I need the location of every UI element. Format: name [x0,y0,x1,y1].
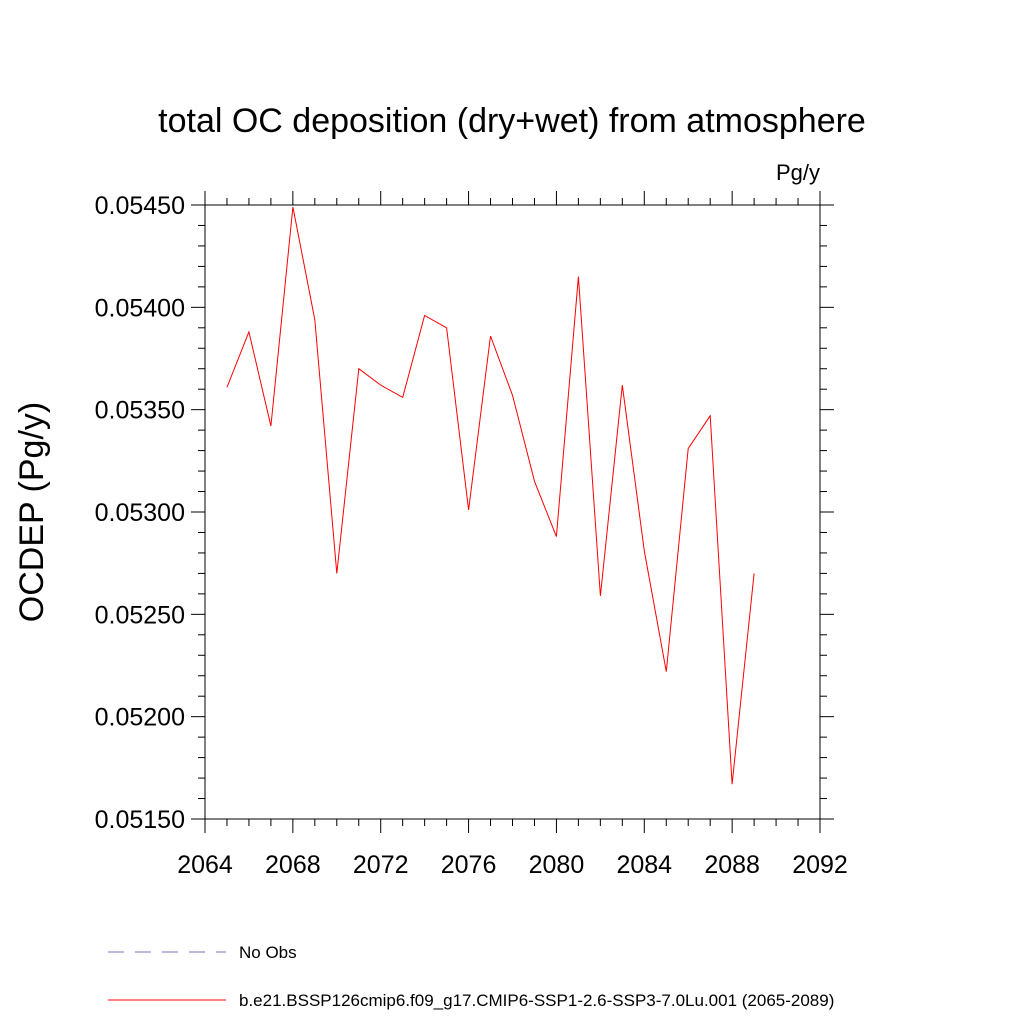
x-tick-label: 2072 [353,851,409,879]
plot-frame [204,204,821,820]
legend-label: b.e21.BSSP126cmip6.f09_g17.CMIP6-SSP1-2.… [239,991,834,1010]
y-tick-label: 0.05200 [95,704,185,732]
legend-label: No Obs [239,943,297,962]
x-tick-label: 2064 [177,851,233,879]
y-axis-label: OCDEP (Pg/y) [13,402,51,622]
legend: No Obs b.e21.BSSP126cmip6.f09_g17.CMIP6-S… [108,943,834,1010]
y-tick-label: 0.05250 [95,601,185,629]
x-tick-label: 2084 [616,851,672,879]
x-tick-label: 2076 [441,851,497,879]
series-line [226,206,755,785]
y-tick-label: 0.05150 [95,806,185,834]
series-layer [226,206,755,785]
axes: 0.05150 0.05200 0.05250 0.05300 0.05350 0.054… [95,191,848,879]
y-tick-label: 0.05300 [95,499,185,527]
chart-title: total OC deposition (dry+wet) from atmos… [158,102,866,140]
y-tick-label: 0.05350 [95,397,185,425]
x-tick-label: 2068 [265,851,321,879]
units-label: Pg/y [776,160,820,185]
x-tick-label: 2088 [704,851,760,879]
x-tick-label: 2080 [529,851,585,879]
y-tick-label: 0.05400 [95,294,185,322]
x-tick-label: 2092 [792,851,848,879]
y-tick-label: 0.05450 [95,192,185,220]
